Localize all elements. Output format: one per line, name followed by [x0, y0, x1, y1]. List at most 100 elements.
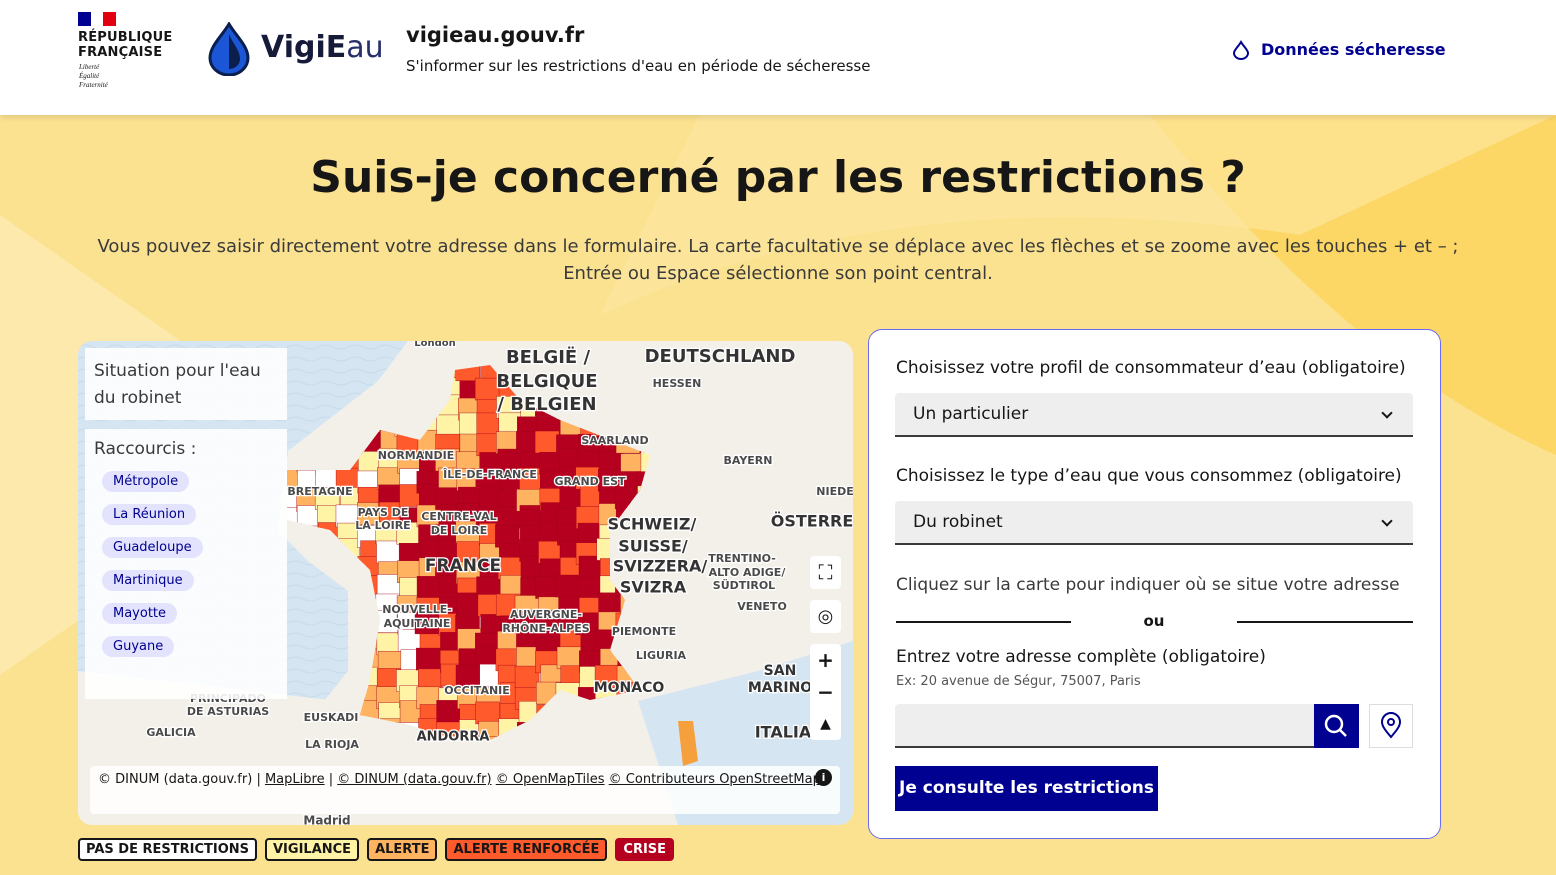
map-hint: Cliquez sur la carte pour indiquer où se… — [896, 575, 1400, 595]
geoloc-button[interactable] — [1369, 704, 1413, 748]
map-label: OCCITANIE — [444, 684, 510, 697]
water-label: Choisissez le type d’eau que vous consom… — [896, 466, 1402, 486]
shortcut-chip[interactable]: Mayotte — [102, 603, 178, 624]
drop-icon — [1232, 40, 1250, 60]
map-label: SVIZZERA/ — [613, 557, 708, 576]
map-label: GRAND EST — [554, 475, 626, 488]
attribution-link[interactable]: © DINUM (data.gouv.fr) — [337, 772, 492, 787]
map-controls: ⛶ ◎ + − ▲ — [810, 556, 841, 746]
search-button[interactable] — [1314, 704, 1359, 748]
map-label: AQUITAINE — [384, 617, 451, 630]
attribution-link[interactable]: © OpenMapTiles — [495, 772, 605, 787]
map-label: London — [414, 341, 456, 349]
map-area — [436, 414, 461, 438]
map-label: SAARLAND — [581, 434, 648, 447]
map-label: CENTRE-VAL — [421, 510, 496, 523]
zoom-controls: + − ▲ — [810, 644, 841, 740]
tagline: S'informer sur les restrictions d'eau en… — [406, 57, 871, 75]
motto-line: Liberté — [79, 63, 100, 71]
zoom-out[interactable]: − — [817, 680, 834, 704]
map-label: RHÔNE-ALPES — [502, 622, 589, 635]
republique: RÉPUBLIQUE FRANÇAISE — [78, 30, 173, 60]
map-label: SÜDTIROL — [713, 578, 775, 592]
map-label: EUSKADI — [304, 711, 359, 724]
map-label: DE LOIRE — [431, 524, 488, 537]
address-input[interactable] — [895, 704, 1314, 748]
submit-button[interactable]: Je consulte les restrictions — [895, 766, 1158, 811]
vigieau-drop — [208, 22, 250, 76]
legend-chip: VIGILANCE — [265, 838, 360, 861]
shortcut-chip[interactable]: Métropole — [102, 471, 190, 492]
map-label: MONACO — [594, 680, 665, 696]
map-area — [436, 700, 461, 723]
map-label: BELGIË / — [506, 346, 591, 368]
shortcut-chip[interactable]: Martinique — [102, 570, 194, 591]
legend: PAS DE RESTRICTIONS VIGILANCE ALERTE ALERTE… — [78, 838, 682, 861]
map-area — [416, 576, 442, 599]
map-label: HESSEN — [653, 377, 702, 390]
brand-strong: VigiE — [261, 30, 347, 65]
map-area — [476, 736, 501, 740]
map-area — [495, 506, 520, 529]
map-label: FRANCE — [425, 556, 501, 576]
water-select[interactable]: Du robinet — [895, 501, 1413, 545]
divider — [896, 621, 1071, 623]
map-label: GALICIA — [146, 726, 196, 739]
header: RÉPUBLIQUE FRANÇAISE Liberté Égalité Frater… — [0, 0, 1556, 115]
legend-chip: PAS DE RESTRICTIONS — [78, 838, 257, 861]
map-label: BELGIQUE — [496, 371, 597, 392]
map-label: DE ASTURIAS — [187, 705, 269, 718]
map-label: BRETAGNE — [287, 485, 352, 498]
map-area — [640, 449, 650, 473]
map-area — [554, 574, 580, 598]
map-label: ITALIA — [755, 723, 812, 742]
map-panel-title: Situation pour l'eau du robinet — [85, 348, 287, 420]
map-label: / BELGIEN — [497, 394, 596, 415]
map-label: NIEDE — [816, 485, 853, 498]
divider — [1237, 621, 1413, 623]
map-label: VENETO — [737, 600, 787, 613]
shortcuts: Métropole La Réunion Guadeloupe Martinique M… — [94, 471, 278, 657]
map-label: SVIZRA — [620, 578, 687, 597]
map-label: LA RIOJA — [305, 738, 359, 751]
map-area — [416, 647, 441, 671]
brand: VigiEau — [261, 30, 384, 65]
profile-select[interactable]: Un particulier — [895, 393, 1413, 437]
map-label: SAN — [764, 663, 797, 679]
attribution: © DINUM (data.gouv.fr) | MapLibre | © DI… — [90, 766, 840, 814]
map-area — [534, 430, 560, 454]
map-label: MARINO — [748, 680, 812, 696]
attribution-link[interactable]: MapLibre — [264, 772, 325, 787]
shortcut-chip[interactable]: Guadeloupe — [102, 537, 203, 558]
nav-link[interactable]: Données sécheresse — [1261, 40, 1446, 59]
fullscreen-button[interactable]: ⛶ — [810, 556, 841, 589]
map-label: ÎLE-DE-FRANCE — [443, 468, 537, 481]
shortcut-chip[interactable]: Guyane — [102, 636, 175, 657]
map-label: TRENTINO- — [708, 552, 776, 565]
profile-label: Choisissez votre profil de consommateur … — [896, 358, 1406, 378]
address-label: Entrez votre adresse complète (obligatoi… — [896, 647, 1266, 667]
map-label: LIGURIA — [636, 649, 687, 662]
shortcut-chip[interactable]: La Réunion — [102, 504, 197, 525]
geolocate-button[interactable]: ◎ — [810, 600, 841, 633]
compass[interactable]: ▲ — [820, 716, 831, 732]
map-label: PAYS DE — [358, 506, 409, 519]
shortcuts-title: Raccourcis : — [94, 439, 197, 459]
info-button[interactable]: i — [815, 769, 832, 786]
republique-line: RÉPUBLIQUE — [78, 30, 173, 45]
legend-chip: ALERTE — [367, 838, 438, 861]
map-label: AUVERGNE- — [510, 608, 582, 621]
legend-chip: CRISE — [615, 838, 675, 861]
map-label: LA LOIRE — [355, 519, 410, 532]
hero-title: Suis-je concerné par les restrictions ? — [310, 152, 1246, 203]
site-title[interactable]: vigieau.gouv.fr — [406, 23, 585, 47]
map-label: ÖSTERREI — [771, 512, 853, 531]
motto-line: Fraternité — [79, 81, 108, 89]
brand-light: au — [346, 30, 384, 65]
map-label: SCHWEIZ/ — [608, 515, 697, 534]
attribution-link[interactable]: © Contributeurs OpenStreetMap — [608, 772, 821, 787]
zoom-in[interactable]: + — [817, 648, 834, 672]
republique-line: FRANÇAISE — [78, 45, 163, 60]
motto: Liberté Égalité Fraternité — [79, 63, 108, 90]
